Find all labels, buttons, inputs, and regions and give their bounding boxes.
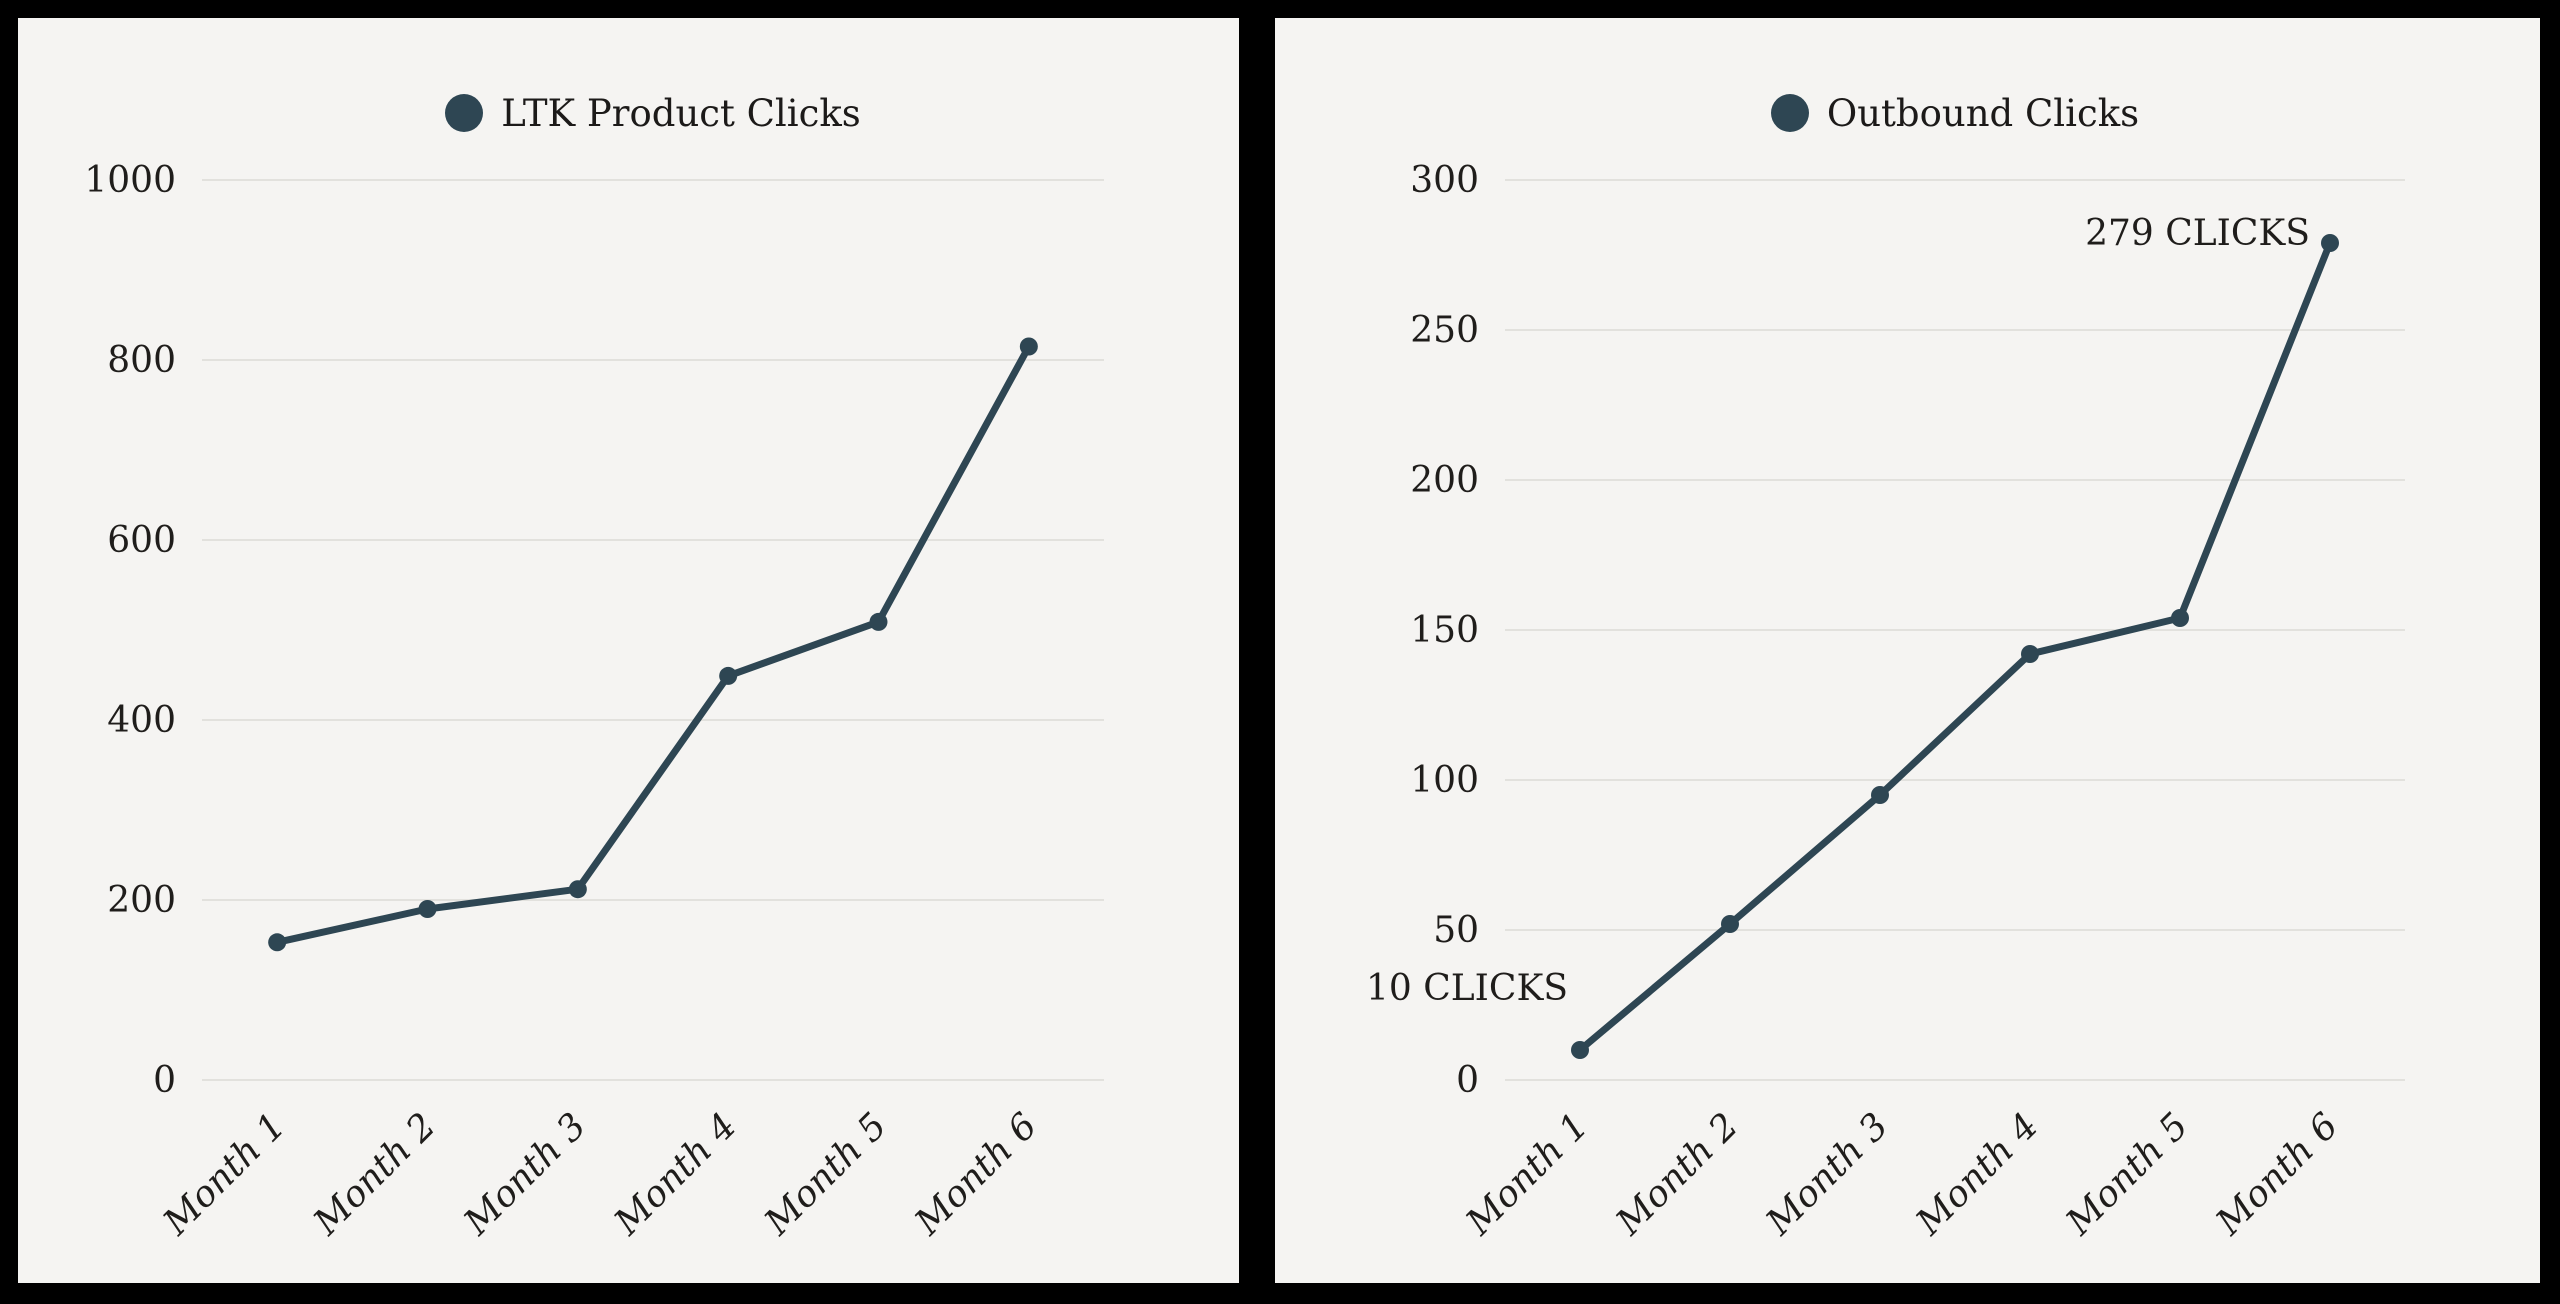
y-axis-tick-label: 300 xyxy=(1410,160,1479,201)
data-point-marker xyxy=(2321,234,2339,252)
x-axis-label: Month 2 xyxy=(1608,1105,1746,1243)
x-axis-label: Month 5 xyxy=(2058,1105,2196,1243)
data-point-marker xyxy=(2021,645,2039,663)
x-axis-label: Month 3 xyxy=(456,1105,594,1243)
outbound-clicks-chart-panel: Outbound Clicks 0 50 100 150 200 250 300 Month … xyxy=(1275,18,2540,1283)
ltk-product-clicks-chart-panel: LTK Product Clicks 0 200 400 600 800 1000 Mont… xyxy=(18,18,1239,1283)
legend-label: Outbound Clicks xyxy=(1826,91,2140,135)
data-line xyxy=(273,343,1033,946)
data-point-marker xyxy=(1571,1041,1589,1059)
y-axis-tick-label: 200 xyxy=(1410,460,1479,501)
x-axis-label: Month 4 xyxy=(606,1105,744,1243)
data-line xyxy=(1576,239,2334,1054)
data-point-marker xyxy=(719,666,738,685)
x-axis-label: Month 1 xyxy=(1458,1105,1596,1243)
chart-legend: LTK Product Clicks xyxy=(202,90,1104,136)
y-axis-tick-label: 800 xyxy=(107,340,176,381)
data-point-marker xyxy=(568,880,587,899)
y-axis-tick-label: 600 xyxy=(107,520,176,561)
y-axis-tick-label: 400 xyxy=(107,700,176,741)
legend-label: LTK Product Clicks xyxy=(501,91,861,135)
y-axis-tick-label: 250 xyxy=(1410,310,1479,351)
data-point-marker xyxy=(869,612,888,631)
data-point-marker xyxy=(1871,786,1889,804)
x-axis-label: Month 2 xyxy=(305,1105,443,1243)
y-axis-tick-label: 0 xyxy=(1456,1060,1479,1101)
data-point-marker xyxy=(1019,337,1038,356)
y-axis-tick-label: 100 xyxy=(1410,760,1479,801)
x-axis-label: Month 5 xyxy=(756,1105,894,1243)
chart-legend: Outbound Clicks xyxy=(1505,90,2405,136)
legend-dot-icon xyxy=(445,94,484,132)
data-point-marker xyxy=(2171,609,2189,627)
y-axis-tick-label: 150 xyxy=(1410,610,1479,651)
y-axis-tick-label: 50 xyxy=(1433,910,1479,951)
y-axis-tick-label: 0 xyxy=(153,1060,176,1101)
data-point-marker xyxy=(268,933,287,952)
data-point-annotation: 10 CLICKS xyxy=(1366,968,1568,1009)
y-axis-tick-label: 200 xyxy=(107,880,176,921)
x-axis-label: Month 4 xyxy=(1908,1105,2046,1243)
x-axis-label: Month 3 xyxy=(1758,1105,1896,1243)
data-point-marker xyxy=(418,900,437,918)
data-point-annotation: 279 CLICKS xyxy=(2085,213,2310,254)
x-axis-label: Month 6 xyxy=(907,1105,1045,1243)
data-point-marker xyxy=(1721,915,1739,933)
legend-dot-icon xyxy=(1770,94,1809,132)
y-axis-tick-label: 1000 xyxy=(84,160,176,201)
x-axis-label: Month 1 xyxy=(155,1105,293,1243)
x-axis-label: Month 6 xyxy=(2208,1105,2346,1243)
